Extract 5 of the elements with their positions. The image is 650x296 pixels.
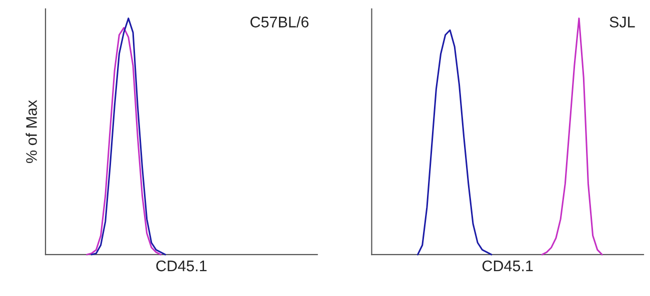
annotation: SJL (610, 16, 635, 28)
x-axis-title: CD45.1 (156, 260, 207, 272)
x-axis-title: CD45.1 (482, 260, 533, 272)
y-axis-title: % of Max (26, 100, 37, 164)
annotation: C57BL/6 (250, 16, 308, 28)
